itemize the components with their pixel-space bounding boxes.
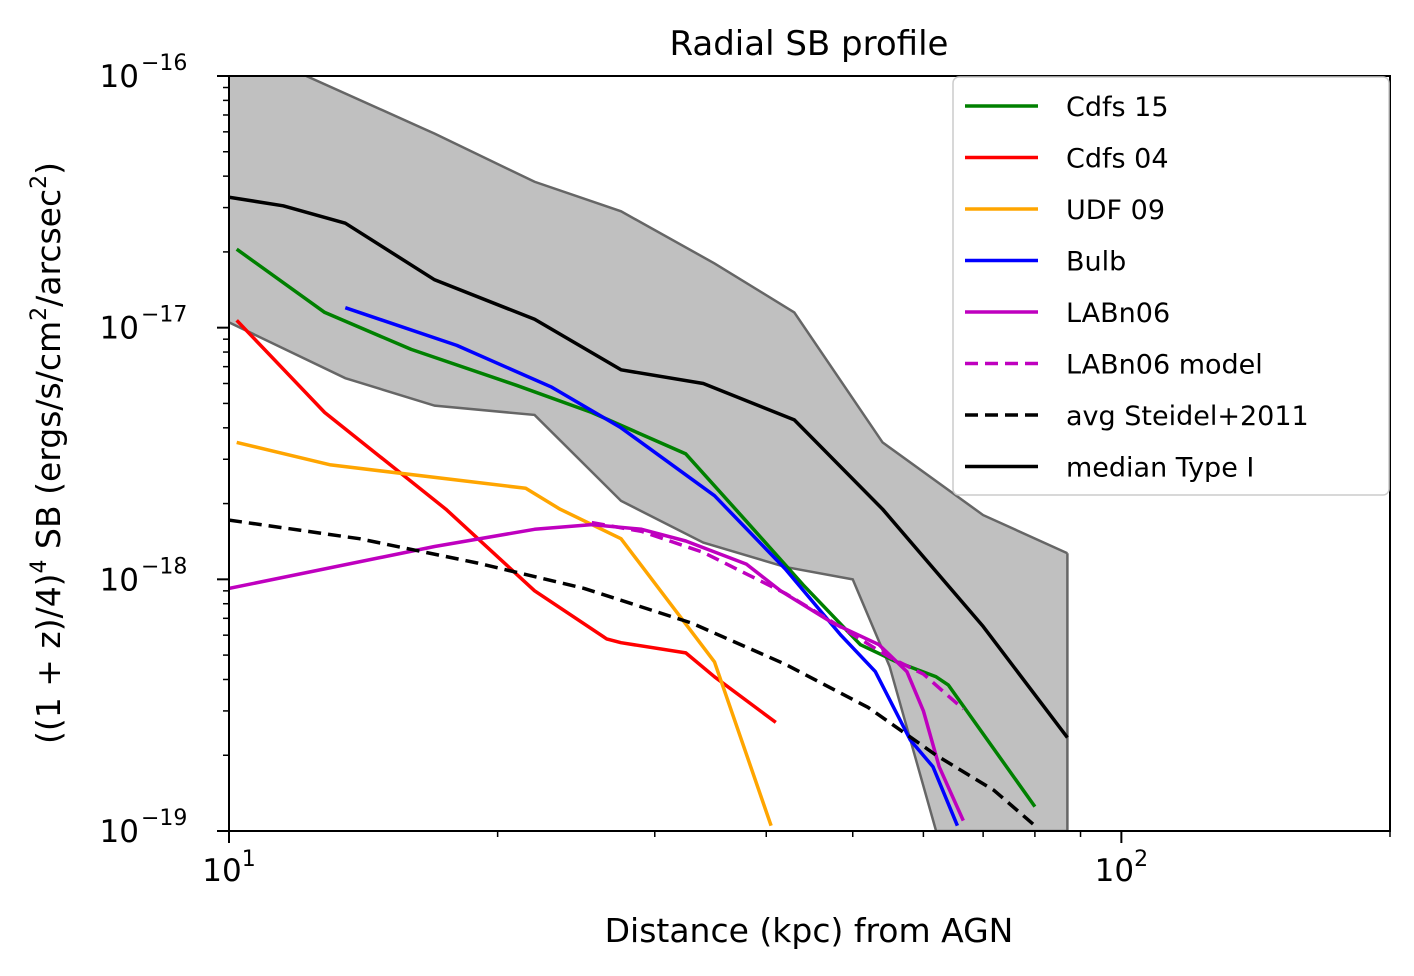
series-line-avg-steidel-2011 xyxy=(229,518,1037,828)
clipped-plot xyxy=(229,76,1069,831)
series-line-udf-09 xyxy=(236,440,773,827)
series-line-cdfs-15 xyxy=(235,247,1037,808)
legend-label-avg-steidel-2011: avg Steidel+2011 xyxy=(1066,401,1309,432)
axes-frame xyxy=(228,75,1391,832)
series-line-cdfs-04 xyxy=(235,319,777,724)
y-tick-label: 10 xyxy=(100,311,139,347)
band-lower-edge xyxy=(229,321,1068,831)
plot-area xyxy=(229,76,1069,831)
series-line-labn06 xyxy=(229,522,965,822)
legend-label-bulb: Bulb xyxy=(1066,247,1126,278)
y-tick-label: 10 xyxy=(100,814,139,850)
series-line-median-type-i xyxy=(229,195,1069,739)
legend-label-labn06: LABn06 xyxy=(1066,298,1170,329)
legend-box xyxy=(952,76,1390,496)
legend-label-udf-09: UDF 09 xyxy=(1066,195,1165,226)
legend-label-cdfs-15: Cdfs 15 xyxy=(1066,92,1169,123)
band-upper-edge xyxy=(303,76,1068,555)
legend-label-cdfs-04: Cdfs 04 xyxy=(1066,144,1169,175)
y-tick-exponent: −19 xyxy=(141,806,187,831)
y-axis-label: ((1 + z)/4)4 SB (ergs/s/cm2/arcsec2) xyxy=(27,162,68,744)
chart-title: Radial SB profile xyxy=(670,24,949,64)
y-tick-exponent: −18 xyxy=(141,554,187,579)
legend-label-labn06-model: LABn06 model xyxy=(1066,350,1263,381)
series-line-bulb xyxy=(344,306,960,827)
y-tick-exponent: −16 xyxy=(141,51,187,76)
y-tick-label: 10 xyxy=(100,562,139,598)
x-tick-label: 101 xyxy=(202,847,255,889)
y-tick-exponent: −17 xyxy=(141,303,187,328)
legend: Cdfs 15 Cdfs 04 UDF 09 Bulb LABn06 LABn06 mod… xyxy=(952,76,1390,496)
type-i-range-band xyxy=(229,76,1068,831)
legend-label-median-type-i: median Type I xyxy=(1066,453,1254,484)
y-tick-label: 10 xyxy=(100,59,139,95)
series-line-labn06-model xyxy=(591,520,965,711)
x-axis-label: Distance (kpc) from AGN xyxy=(605,911,1014,950)
x-tick-label: 102 xyxy=(1095,847,1148,889)
